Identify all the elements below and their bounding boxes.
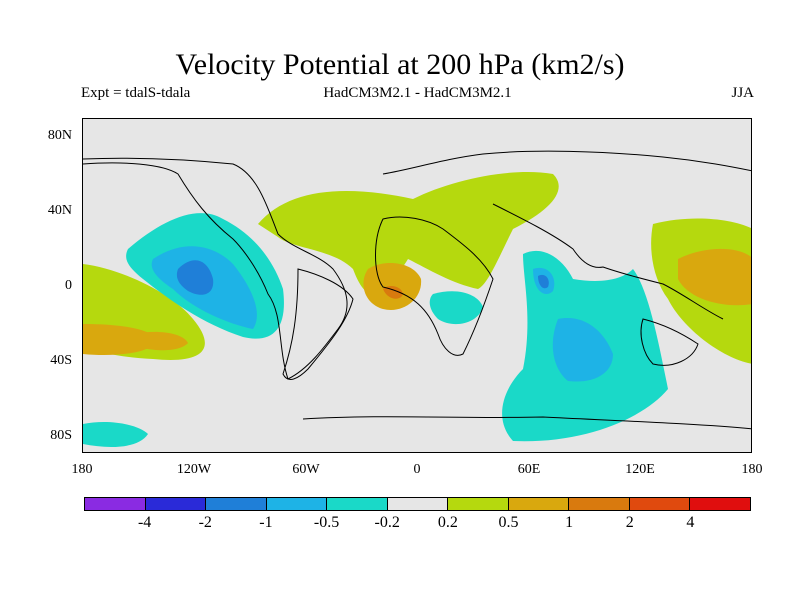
colorbar-label: 1 (565, 514, 574, 531)
lon-tick-120e: 120E (625, 462, 655, 477)
lat-tick-80n: 80N (47, 128, 72, 143)
lon-tick-180e: 180 (741, 462, 763, 477)
colorbar-label: 0.2 (437, 514, 458, 531)
moderate-positive-maritime (678, 248, 751, 306)
lon-tick-120w: 120W (176, 462, 212, 477)
map-panel (82, 118, 752, 453)
lat-tick-40n: 40N (47, 203, 72, 218)
negative-region-south-africa (429, 291, 483, 325)
colorbar-swatch (690, 498, 751, 510)
colorbar-swatch (569, 498, 630, 510)
colorbar-label: -0.2 (374, 514, 400, 531)
stronger-negative-south-indian (552, 318, 613, 382)
colorbar-swatch (629, 498, 691, 510)
experiment-label: Expt = tdalS-tdala (81, 85, 191, 101)
colorbar-label: -0.5 (313, 514, 340, 531)
lon-tick-60w: 60W (292, 462, 320, 477)
negative-region-far-south (83, 422, 148, 447)
colorbar-label: -4 (137, 514, 152, 531)
colorbar-swatch (508, 498, 570, 510)
minimum-east-pacific (176, 260, 214, 295)
minimum-arabian-sea (538, 274, 549, 289)
lon-tick-0: 0 (413, 462, 421, 477)
colorbar-swatch (206, 498, 267, 510)
colorbar-swatch (387, 498, 449, 510)
season-label: JJA (731, 85, 754, 101)
colorbar-swatch (448, 498, 509, 510)
colorbar-label: -2 (198, 514, 212, 531)
lat-tick-0: 0 (65, 278, 72, 293)
map-title: Velocity Potential at 200 hPa (km2/s) (175, 48, 625, 81)
colorbar (84, 497, 751, 511)
colorbar-label: -1 (259, 514, 273, 531)
model-label: HadCM3M2.1 - HadCM3M2.1 (323, 85, 512, 101)
lon-tick-180w: 180 (71, 462, 93, 477)
colorbar-label: 4 (686, 514, 695, 531)
velocity-potential-map (83, 119, 751, 452)
colorbar-label: 0.5 (498, 514, 519, 531)
lat-tick-40s: 40S (50, 353, 72, 368)
colorbar-swatch (145, 498, 207, 510)
moderate-positive-south-pacific-west (83, 324, 158, 356)
colorbar-label: 2 (625, 514, 634, 531)
colorbar-swatch (266, 498, 328, 510)
moderate-positive-south-pacific-east (133, 331, 188, 351)
colorbar-swatch (327, 498, 388, 510)
strong-positive-west-africa (383, 286, 403, 299)
coastlines (83, 150, 751, 430)
lon-tick-60e: 60E (517, 462, 541, 477)
colorbar-swatch (85, 498, 146, 510)
lat-tick-80s: 80S (50, 428, 72, 443)
